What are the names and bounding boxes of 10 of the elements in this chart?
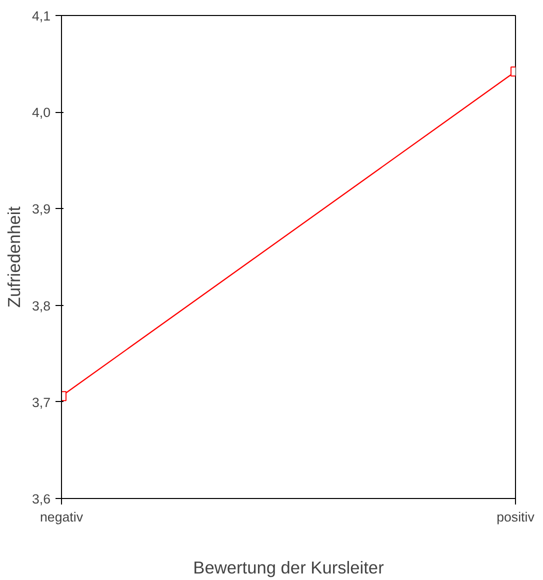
y-tick-label: 3,8: [32, 298, 51, 314]
y-tick-label: 3,7: [32, 394, 51, 410]
y-tick-label: 4,1: [32, 8, 51, 24]
x-tick-label: positiv: [496, 510, 535, 524]
y-tick-label: 4,0: [32, 105, 51, 120]
x-tick-label: negativ: [40, 510, 84, 524]
y-axis-title: Zufriedenheit: [4, 206, 24, 308]
y-tick-label: 3,6: [32, 492, 51, 506]
x-axis-title: Bewertung der Kursleiter: [193, 558, 384, 578]
y-tick-label: 3,9: [32, 202, 51, 217]
